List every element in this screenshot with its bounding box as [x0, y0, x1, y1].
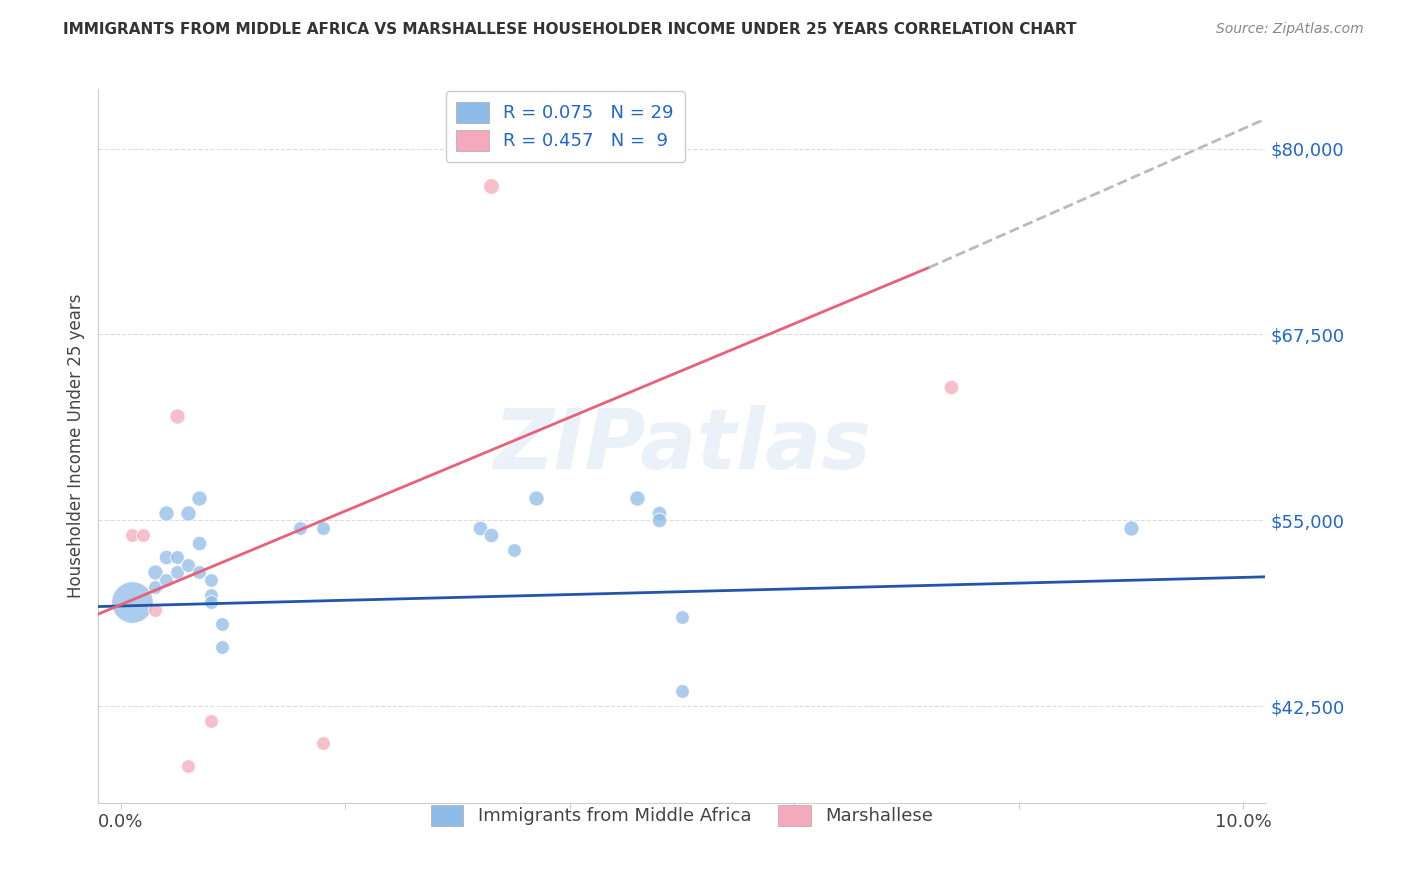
Point: [312, 736, 335, 750]
Point: [468, 521, 491, 535]
Y-axis label: Householder Income Under 25 years: Householder Income Under 25 years: [66, 293, 84, 599]
Text: Source: ZipAtlas.com: Source: ZipAtlas.com: [1216, 22, 1364, 37]
Point: [188, 566, 211, 580]
Point: [200, 595, 222, 609]
Point: [155, 573, 177, 587]
Legend: Immigrants from Middle Africa, Marshallese: Immigrants from Middle Africa, Marshalle…: [423, 797, 941, 833]
Point: [132, 528, 155, 542]
Point: [671, 684, 693, 698]
Point: [312, 521, 335, 535]
Point: [211, 640, 233, 654]
Point: [200, 573, 222, 587]
Point: [121, 595, 143, 609]
Point: [211, 617, 233, 632]
Point: [177, 558, 200, 572]
Point: [143, 580, 166, 594]
Point: [524, 491, 547, 505]
Point: [155, 506, 177, 520]
Point: [648, 506, 671, 520]
Point: [166, 550, 188, 565]
Point: [143, 566, 166, 580]
Text: ZIPatlas: ZIPatlas: [494, 406, 870, 486]
Point: [502, 543, 524, 558]
Point: [121, 528, 143, 542]
Point: [188, 491, 211, 505]
Point: [1119, 521, 1142, 535]
Point: [671, 610, 693, 624]
Point: [177, 506, 200, 520]
Point: [479, 528, 502, 542]
Point: [479, 178, 502, 193]
Point: [290, 521, 312, 535]
Point: [143, 602, 166, 616]
Point: [166, 409, 188, 424]
Point: [166, 566, 188, 580]
Point: [155, 550, 177, 565]
Point: [941, 379, 963, 393]
Text: IMMIGRANTS FROM MIDDLE AFRICA VS MARSHALLESE HOUSEHOLDER INCOME UNDER 25 YEARS C: IMMIGRANTS FROM MIDDLE AFRICA VS MARSHAL…: [63, 22, 1077, 37]
Point: [626, 491, 648, 505]
Point: [648, 513, 671, 527]
Point: [188, 535, 211, 549]
Point: [177, 758, 200, 772]
Point: [200, 714, 222, 728]
Point: [200, 588, 222, 602]
